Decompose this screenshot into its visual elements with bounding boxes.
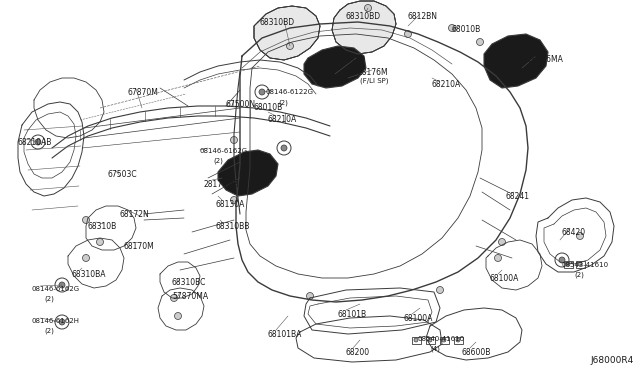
Text: 68310BD: 68310BD bbox=[345, 12, 380, 21]
Circle shape bbox=[59, 319, 65, 325]
Circle shape bbox=[281, 145, 287, 151]
Circle shape bbox=[499, 238, 506, 246]
Text: 68100A: 68100A bbox=[490, 274, 520, 283]
Text: 08146-6122G: 08146-6122G bbox=[265, 89, 313, 95]
Text: 6812BN: 6812BN bbox=[408, 12, 438, 21]
Circle shape bbox=[35, 139, 41, 145]
Text: 08146-6162G: 08146-6162G bbox=[200, 148, 248, 154]
Circle shape bbox=[414, 338, 418, 342]
Polygon shape bbox=[332, 1, 396, 54]
Circle shape bbox=[365, 4, 371, 12]
Circle shape bbox=[230, 137, 237, 144]
Circle shape bbox=[59, 282, 65, 288]
Circle shape bbox=[287, 42, 294, 49]
Polygon shape bbox=[218, 150, 278, 196]
Text: 68210AB: 68210AB bbox=[18, 138, 52, 147]
Text: 68130: 68130 bbox=[342, 56, 366, 65]
Text: 68101BA: 68101BA bbox=[268, 330, 302, 339]
Text: 08146-6162G: 08146-6162G bbox=[32, 286, 80, 292]
Circle shape bbox=[307, 292, 314, 299]
Circle shape bbox=[578, 262, 582, 266]
Circle shape bbox=[230, 196, 237, 203]
Circle shape bbox=[277, 141, 291, 155]
Text: 28176MB: 28176MB bbox=[204, 180, 240, 189]
Circle shape bbox=[436, 286, 444, 294]
Polygon shape bbox=[254, 6, 320, 60]
Text: 57870MA: 57870MA bbox=[172, 292, 208, 301]
Circle shape bbox=[442, 338, 446, 342]
Circle shape bbox=[495, 254, 502, 262]
Polygon shape bbox=[304, 46, 366, 88]
Bar bbox=[412, 337, 420, 343]
Circle shape bbox=[255, 85, 269, 99]
Text: 68210A: 68210A bbox=[268, 115, 297, 124]
Text: 67870M: 67870M bbox=[128, 88, 159, 97]
Text: 67500N: 67500N bbox=[225, 100, 255, 109]
Text: 68210A: 68210A bbox=[432, 80, 461, 89]
Circle shape bbox=[456, 338, 460, 342]
Text: 68170M: 68170M bbox=[124, 242, 155, 251]
Text: 68200: 68200 bbox=[345, 348, 369, 357]
Text: 08146-6162H: 08146-6162H bbox=[32, 318, 80, 324]
Text: 67503C: 67503C bbox=[108, 170, 138, 179]
Text: 08543-41610: 08543-41610 bbox=[562, 262, 609, 268]
Circle shape bbox=[31, 135, 45, 149]
Text: 68420: 68420 bbox=[562, 228, 586, 237]
Circle shape bbox=[55, 315, 69, 329]
Bar bbox=[563, 260, 573, 267]
Text: 28176M: 28176M bbox=[358, 68, 388, 77]
Circle shape bbox=[477, 38, 483, 45]
Text: (2): (2) bbox=[574, 272, 584, 279]
Text: J68000R4: J68000R4 bbox=[590, 356, 633, 365]
Text: 68310BC: 68310BC bbox=[172, 278, 206, 287]
Text: 68310BD: 68310BD bbox=[260, 18, 295, 27]
Text: 68100A: 68100A bbox=[404, 314, 433, 323]
Bar bbox=[454, 337, 463, 343]
Text: 28176MA: 28176MA bbox=[528, 55, 564, 64]
Circle shape bbox=[566, 262, 570, 266]
Text: 68010B: 68010B bbox=[452, 25, 481, 34]
Polygon shape bbox=[484, 34, 548, 88]
Text: 68310B: 68310B bbox=[88, 222, 117, 231]
Circle shape bbox=[428, 338, 432, 342]
Text: 08540-41610: 08540-41610 bbox=[418, 336, 465, 342]
Circle shape bbox=[404, 31, 412, 38]
Text: (F/LI SP): (F/LI SP) bbox=[360, 78, 388, 84]
Text: 68101B: 68101B bbox=[338, 310, 367, 319]
Bar bbox=[426, 337, 435, 343]
Text: 68130A: 68130A bbox=[216, 200, 245, 209]
Bar bbox=[575, 260, 584, 267]
Circle shape bbox=[259, 89, 265, 95]
Text: 68010B: 68010B bbox=[253, 103, 282, 112]
Circle shape bbox=[83, 217, 90, 224]
Circle shape bbox=[577, 232, 584, 240]
Text: 68172N: 68172N bbox=[119, 210, 148, 219]
Text: (2): (2) bbox=[44, 328, 54, 334]
Bar bbox=[440, 337, 449, 343]
Circle shape bbox=[83, 254, 90, 262]
Circle shape bbox=[55, 278, 69, 292]
Text: 68241: 68241 bbox=[506, 192, 530, 201]
Circle shape bbox=[170, 295, 177, 301]
Circle shape bbox=[559, 257, 565, 263]
Circle shape bbox=[449, 25, 456, 32]
Text: (2): (2) bbox=[278, 99, 288, 106]
Text: (2): (2) bbox=[44, 296, 54, 302]
Text: (2): (2) bbox=[213, 158, 223, 164]
Text: 68310BA: 68310BA bbox=[72, 270, 106, 279]
Circle shape bbox=[97, 238, 104, 246]
Circle shape bbox=[175, 312, 182, 320]
Text: 68600B: 68600B bbox=[462, 348, 492, 357]
Circle shape bbox=[555, 253, 569, 267]
Text: 68310BB: 68310BB bbox=[216, 222, 250, 231]
Text: (4): (4) bbox=[430, 346, 440, 353]
